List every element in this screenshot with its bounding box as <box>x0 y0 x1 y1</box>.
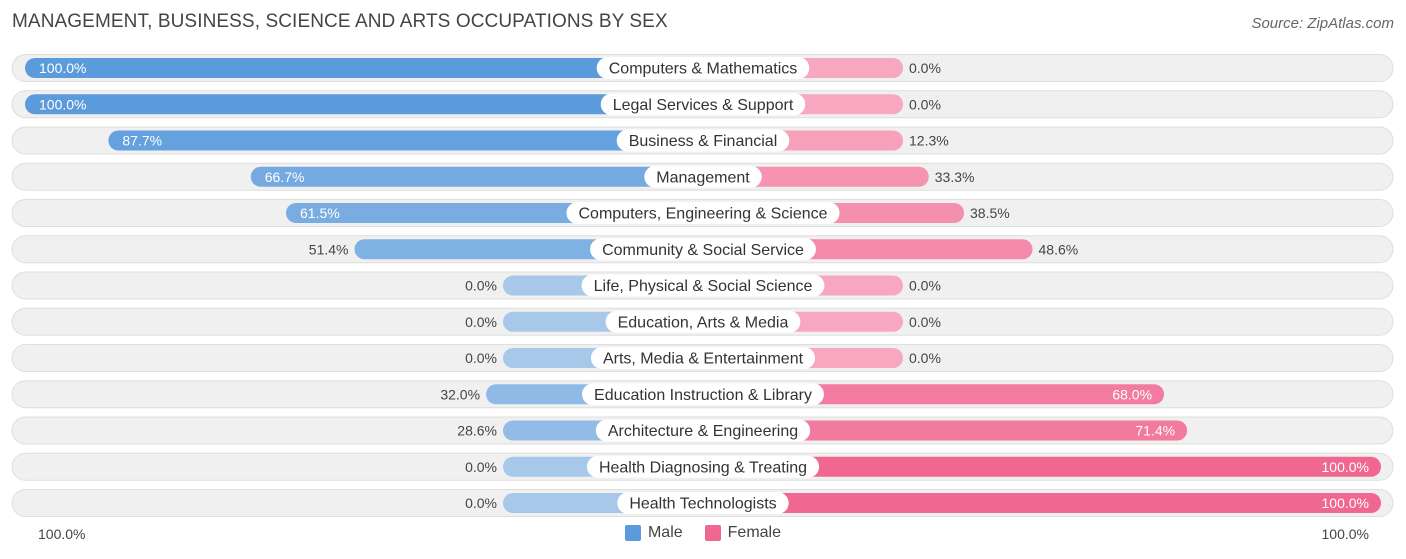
value-label-female: 0.0% <box>909 96 941 112</box>
chart-title: MANAGEMENT, BUSINESS, SCIENCE AND ARTS O… <box>12 11 668 32</box>
value-label-female: 0.0% <box>909 350 941 366</box>
category-pill <box>581 274 825 297</box>
value-label-male: 32.0% <box>440 386 480 402</box>
value-label-female: 33.3% <box>935 169 975 185</box>
value-label-male: 0.0% <box>465 350 497 366</box>
category-pill <box>590 238 816 261</box>
category-label: Health Technologists <box>629 496 776 513</box>
value-label-female: 71.4% <box>1135 423 1175 439</box>
category-label: Life, Physical & Social Science <box>594 278 813 295</box>
bar-male <box>25 58 703 78</box>
value-label-male: 0.0% <box>465 278 497 294</box>
category-label: Management <box>656 169 750 186</box>
value-label-female: 0.0% <box>909 314 941 330</box>
legend-swatch-male <box>624 525 641 541</box>
legend-item-male[interactable]: Male <box>624 524 683 542</box>
bar-male <box>108 130 704 151</box>
axis-left-label: 100.0% <box>38 526 86 542</box>
value-label-male: 61.5% <box>300 205 340 221</box>
value-label-female: 100.0% <box>1322 459 1369 475</box>
value-label-male: 100.0% <box>39 60 86 76</box>
legend-label-female: Female <box>727 524 782 541</box>
category-label: Education Instruction & Library <box>594 387 812 404</box>
category-label: Arts, Media & Entertainment <box>603 351 804 368</box>
category-label: Computers, Engineering & Science <box>578 206 827 223</box>
category-pill <box>596 57 810 79</box>
category-label: Legal Services & Support <box>613 97 794 114</box>
bar-female <box>703 420 1188 441</box>
value-label-male: 100.0% <box>39 96 86 112</box>
value-label-female: 38.5% <box>970 205 1010 221</box>
category-pill <box>616 129 790 152</box>
category-pill <box>586 455 820 478</box>
bar-female <box>703 493 1381 513</box>
value-label-male: 0.0% <box>465 459 497 475</box>
value-label-male: 51.4% <box>309 241 349 257</box>
category-label: Business & Financial <box>629 133 778 150</box>
category-pill <box>590 347 816 369</box>
bar-female <box>703 456 1381 477</box>
value-label-female: 48.6% <box>1039 241 1079 257</box>
value-label-male: 28.6% <box>457 423 497 439</box>
category-pill <box>595 419 811 442</box>
value-label-female: 0.0% <box>909 278 941 294</box>
value-label-female: 100.0% <box>1322 495 1369 511</box>
axis-right-label: 100.0% <box>1321 526 1369 542</box>
legend-label-male: Male <box>647 524 683 541</box>
category-pill <box>644 165 762 188</box>
category-label: Education, Arts & Media <box>618 314 789 331</box>
bar-male <box>25 94 703 115</box>
category-label: Architecture & Engineering <box>608 423 798 440</box>
value-label-male: 87.7% <box>122 133 162 149</box>
value-label-female: 68.0% <box>1112 386 1152 402</box>
legend-swatch-female <box>704 525 721 541</box>
category-pill <box>617 492 789 514</box>
bar-male <box>250 166 704 187</box>
legend: Male Female <box>0 524 1406 542</box>
category-pill <box>605 310 801 333</box>
value-label-male: 0.0% <box>465 314 497 330</box>
category-label: Health Diagnosing & Treating <box>599 459 807 476</box>
value-label-female: 12.3% <box>909 133 949 149</box>
category-pill <box>582 383 824 406</box>
value-label-male: 66.7% <box>265 169 305 185</box>
value-label-male: 0.0% <box>465 495 497 511</box>
legend-item-female[interactable]: Female <box>704 524 782 542</box>
chart: 100.0% 0.0% Computers & Mathematics 100.0% 0… <box>11 54 1394 517</box>
value-label-female: 0.0% <box>909 60 941 76</box>
category-pill <box>600 93 806 116</box>
source-label: Source: ZipAtlas.com <box>1251 15 1394 32</box>
category-label: Community & Social Service <box>602 242 804 259</box>
category-pill <box>566 202 840 224</box>
category-label: Computers & Mathematics <box>609 61 798 78</box>
